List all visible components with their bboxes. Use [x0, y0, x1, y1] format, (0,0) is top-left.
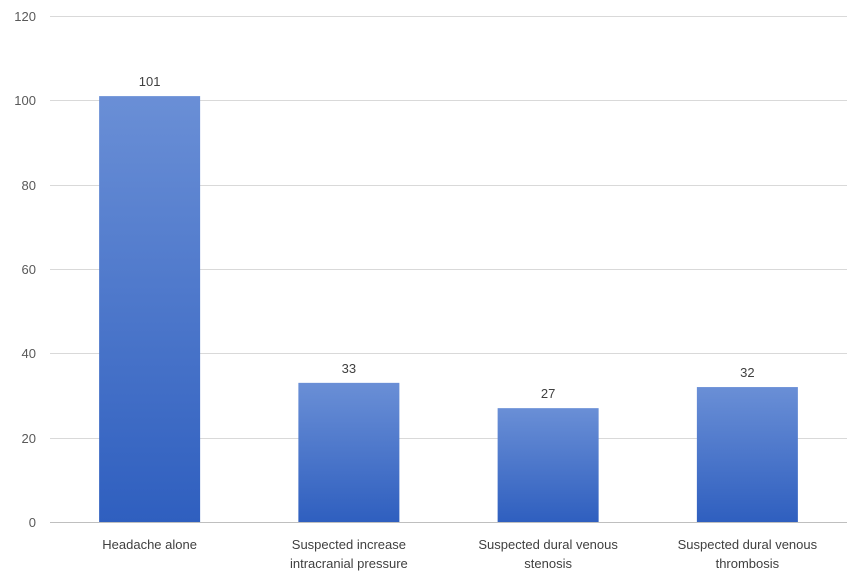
- x-tick-label-line: Suspected dural venous: [678, 537, 818, 552]
- data-labels: 101 33 27 32: [139, 74, 755, 401]
- x-tick-label: Suspected dural venous stenosis: [478, 537, 618, 571]
- x-tick-label-line: Suspected dural venous: [478, 537, 618, 552]
- x-tick-label-line: Suspected increase: [292, 537, 406, 552]
- x-tick-label: Suspected increase intracranial pressure: [290, 537, 408, 571]
- x-axis-categories: Headache alone Suspected increase intracra…: [102, 537, 817, 571]
- x-tick-label-line: Headache alone: [102, 537, 197, 552]
- data-label: 27: [541, 386, 555, 401]
- bar: [696, 387, 798, 522]
- y-tick-label: 120: [14, 9, 36, 24]
- y-tick-label: 20: [22, 431, 36, 446]
- data-label: 101: [139, 74, 161, 89]
- y-tick-label: 60: [22, 262, 36, 277]
- bar: [497, 408, 599, 522]
- x-tick-label: Suspected dural venous thrombosis: [678, 537, 818, 571]
- y-tick-label: 0: [29, 515, 36, 530]
- x-tick-label-line: stenosis: [524, 556, 572, 571]
- y-tick-label: 80: [22, 178, 36, 193]
- bars: [99, 96, 798, 522]
- y-axis-ticks: 0 20 40 60 80 100 120: [14, 9, 36, 530]
- x-tick-label-line: thrombosis: [716, 556, 780, 571]
- bar: [99, 96, 201, 522]
- data-label: 33: [342, 361, 356, 376]
- data-label: 32: [740, 365, 754, 380]
- y-tick-label: 40: [22, 346, 36, 361]
- x-tick-label: Headache alone: [102, 537, 197, 552]
- x-tick-label-line: intracranial pressure: [290, 556, 408, 571]
- y-tick-label: 100: [14, 93, 36, 108]
- bar: [298, 382, 400, 522]
